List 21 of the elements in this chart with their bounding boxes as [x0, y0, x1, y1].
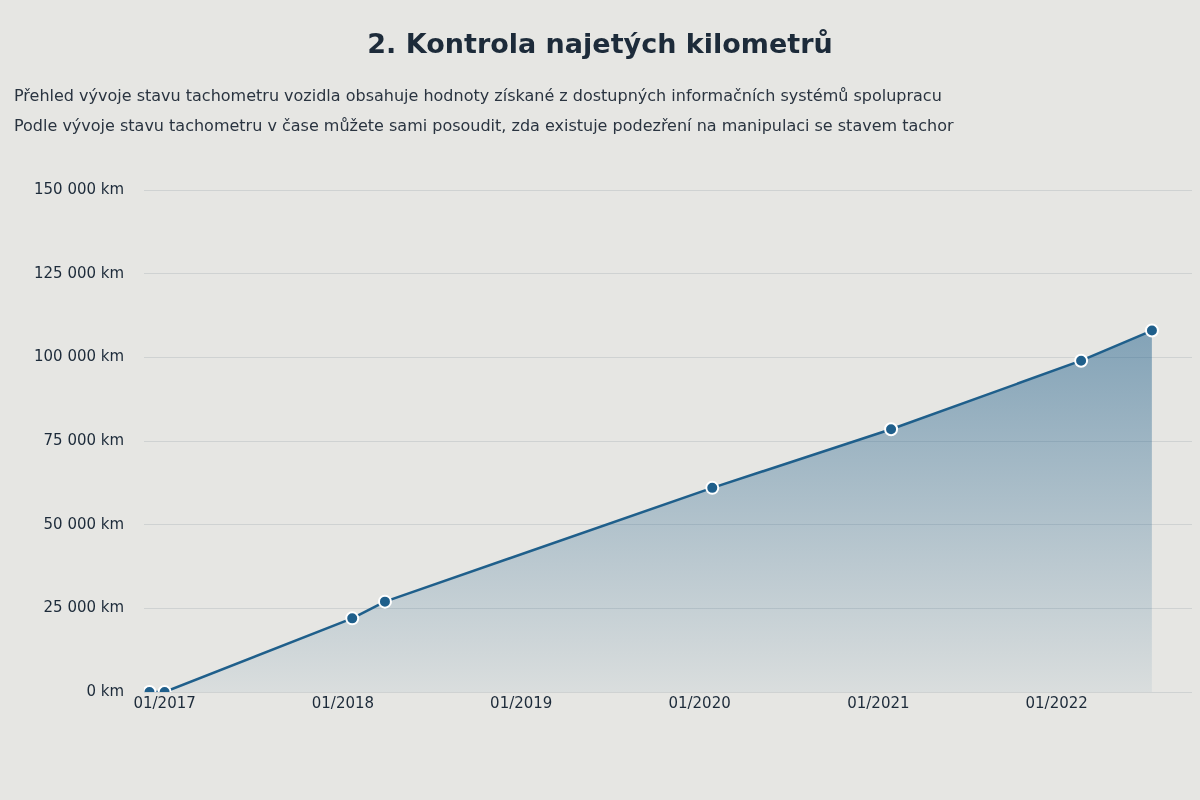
y-tick-label: 75 000 km: [43, 430, 125, 449]
chart-subtitle: Přehled vývoje stavu tachometru vozidla obsahuje hodnoty získané z dostupných informačních systémů spolupracu Podle vývoje stavu tachometru v čase můžete sami posoudit, zda existuje podezření na manipulaci se stavem tachor: [13, 85, 955, 137]
y-tick-label: 150 000 km: [33, 179, 125, 198]
point: [705, 480, 720, 495]
x-tick-label: 01/2021: [847, 693, 910, 712]
point: [377, 594, 392, 609]
point: [1144, 323, 1159, 338]
x-tick-label: 01/2019: [490, 693, 553, 712]
x-tick-label: 01/2022: [1025, 693, 1088, 712]
x-tick-label: 01/2017: [133, 693, 196, 712]
point: [1074, 353, 1089, 368]
point: [345, 611, 360, 626]
x-tick-label: 01/2020: [668, 693, 731, 712]
y-tick-label: 0 km: [86, 681, 125, 700]
y-tick-label: 25 000 km: [43, 598, 125, 617]
point: [884, 422, 899, 437]
chart-title: 2. Kontrola najetých kilometrů: [366, 28, 834, 59]
y-tick-label: 50 000 km: [43, 514, 125, 533]
y-tick-label: 125 000 km: [33, 263, 125, 282]
x-tick-label: 01/2018: [311, 693, 375, 712]
y-tick-label: 100 000 km: [33, 347, 125, 366]
